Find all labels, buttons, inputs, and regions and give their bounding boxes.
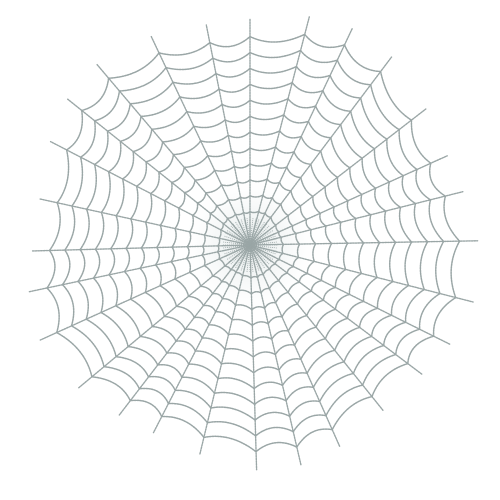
spiral-ring bbox=[123, 114, 381, 374]
spiral-ring bbox=[154, 146, 349, 342]
radial-thread bbox=[152, 244, 251, 434]
hub-thread bbox=[226, 244, 251, 261]
hub-thread bbox=[227, 244, 251, 263]
hub-thread bbox=[229, 244, 251, 266]
hub-thread bbox=[249, 235, 277, 246]
hub-thread bbox=[222, 244, 251, 252]
spiral-ring bbox=[92, 81, 413, 406]
hub-thread bbox=[249, 244, 254, 273]
hub-thread bbox=[227, 227, 251, 246]
hub-thread bbox=[237, 219, 251, 246]
spiral-ring bbox=[108, 97, 397, 390]
hub-thread bbox=[249, 232, 276, 246]
hub-thread bbox=[229, 224, 251, 246]
hub-thread bbox=[249, 238, 278, 246]
spiral-threads bbox=[46, 33, 461, 453]
hub-thread bbox=[249, 241, 278, 246]
spiral-ring bbox=[61, 49, 445, 437]
hub-thread bbox=[249, 224, 271, 246]
hub-thread bbox=[249, 244, 277, 255]
hub-thread bbox=[234, 221, 251, 246]
hub-thread bbox=[249, 221, 266, 246]
hub-thread bbox=[224, 232, 251, 246]
hub-thread bbox=[246, 217, 251, 246]
hub-thread bbox=[224, 244, 251, 258]
hub-thread bbox=[249, 244, 260, 272]
spiral-ring bbox=[77, 65, 429, 421]
hub-thread bbox=[222, 238, 251, 246]
hub-thread bbox=[237, 244, 251, 271]
hub-thread bbox=[249, 244, 263, 271]
hub-thread bbox=[222, 241, 251, 246]
hub-thread bbox=[234, 244, 251, 269]
hub-thread bbox=[223, 244, 251, 255]
spiral-ring bbox=[185, 178, 317, 311]
spiral-ring bbox=[216, 210, 285, 279]
hub-thread bbox=[249, 219, 263, 246]
hub-thread bbox=[249, 244, 274, 261]
hub-thread bbox=[249, 227, 273, 246]
hub-thread bbox=[223, 235, 251, 246]
spiral-ring bbox=[46, 33, 461, 453]
spiral-ring bbox=[201, 194, 301, 295]
spiral-ring bbox=[139, 130, 365, 358]
hub-thread bbox=[226, 229, 251, 246]
hub-thread bbox=[243, 244, 251, 273]
hub-thread bbox=[249, 244, 266, 269]
hub-thread bbox=[249, 222, 268, 246]
hub-thread bbox=[222, 244, 251, 249]
hub-thread bbox=[249, 229, 274, 246]
hub-thread bbox=[232, 244, 251, 268]
hub-thread bbox=[249, 244, 271, 266]
hub-thread bbox=[249, 244, 257, 273]
hub-thread bbox=[249, 244, 278, 252]
hub-thread bbox=[240, 218, 251, 246]
hub-thread bbox=[249, 244, 273, 263]
hub-thread bbox=[249, 218, 260, 246]
hub-thread bbox=[243, 217, 251, 246]
hub-thread bbox=[232, 222, 251, 246]
radial-thread bbox=[249, 244, 384, 412]
hub-thread bbox=[240, 244, 251, 272]
hub-thread bbox=[249, 244, 268, 268]
hub-thread bbox=[249, 244, 276, 258]
hub-thread bbox=[246, 244, 251, 273]
hub-thread bbox=[249, 217, 254, 246]
hub-thread bbox=[249, 244, 278, 249]
spiral-ring bbox=[170, 162, 333, 327]
hub-thread bbox=[249, 217, 257, 246]
